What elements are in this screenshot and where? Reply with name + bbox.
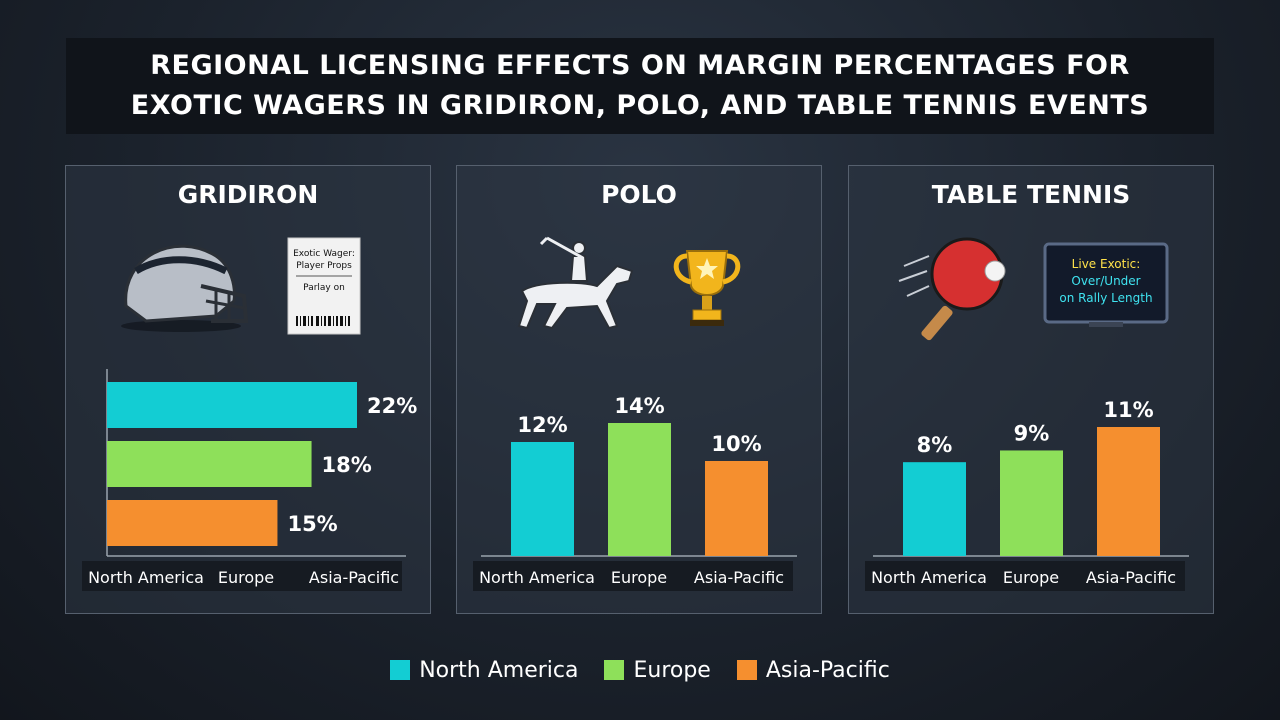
polo-icons (517, 236, 741, 330)
category-strip (865, 561, 1185, 591)
legend-swatch-asia-pacific (736, 660, 757, 680)
title-banner: REGIONAL LICENSING EFFECTS ON MARGIN PER… (66, 38, 1214, 134)
legend-item-europe: Europe (604, 657, 711, 683)
football-helmet-icon (121, 244, 249, 332)
title-line-1: REGIONAL LICENSING EFFECTS ON MARGIN PER… (150, 50, 1130, 81)
data-label-north-america: 22% (367, 394, 417, 418)
data-label-asia-pacific: 10% (711, 432, 761, 456)
data-label-europe: 14% (614, 394, 664, 418)
category-label-asia-pacific: Asia-Pacific (694, 568, 784, 587)
legend: North America Europe Asia-Pacific (0, 656, 1280, 684)
tv-line-3: on Rally Length (1059, 291, 1152, 305)
category-label-europe: Europe (218, 568, 274, 587)
category-label-north-america: North America (479, 568, 595, 587)
bar-north-america (903, 462, 966, 556)
data-label-north-america: 12% (517, 413, 567, 437)
bar-europe (608, 423, 671, 556)
gridiron-icons: Exotic Wager: Player Props Parlay on (121, 237, 361, 335)
bar-asia-pacific (1097, 427, 1160, 556)
category-strip (82, 561, 402, 591)
chart-title: REGIONAL LICENSING EFFECTS ON MARGIN PER… (131, 46, 1149, 126)
data-label-europe: 18% (322, 453, 372, 477)
category-label-europe: Europe (1003, 568, 1059, 587)
panel-table-tennis: TABLE TENNIS Live Exotic: Over/Under on … (848, 165, 1214, 614)
panel-gridiron: GRIDIRON Exotic Wager: Player Props Parl… (65, 165, 431, 614)
legend-swatch-europe (604, 660, 625, 680)
table-tennis-icons: Live Exotic: Over/Under on Rally Length (898, 237, 1169, 341)
legend-label-europe: Europe (633, 657, 711, 683)
panel-title-polo: POLO (601, 180, 677, 209)
data-label-europe: 9% (1014, 421, 1050, 445)
ticket-line-2: Player Props (296, 261, 352, 271)
tv-line-2: Over/Under (1071, 274, 1140, 288)
panel-title-table-tennis: TABLE TENNIS (931, 180, 1131, 209)
bar-europe (1000, 450, 1063, 556)
tv-screen-icon: Live Exotic: Over/Under on Rally Length (1043, 242, 1169, 327)
title-line-2: EXOTIC WAGERS IN GRIDIRON, POLO, AND TAB… (130, 90, 1150, 121)
panel-title-gridiron: GRIDIRON (177, 180, 319, 209)
bar-north-america (511, 442, 574, 556)
category-label-asia-pacific: Asia-Pacific (309, 568, 399, 587)
category-strip (473, 561, 793, 591)
data-label-asia-pacific: 11% (1103, 398, 1153, 422)
trophy-icon (673, 250, 741, 326)
data-label-asia-pacific: 15% (287, 512, 337, 536)
panel-polo: POLO 12% 14% 10% North America Europe Asia-Pa… (456, 165, 822, 614)
bar-north-america (107, 382, 357, 428)
ping-pong-paddle-icon (898, 237, 1006, 341)
bar-europe (107, 441, 312, 487)
legend-swatch-north-america (390, 660, 411, 680)
barcode (296, 316, 350, 326)
bar-asia-pacific (107, 500, 278, 546)
chart-gridiron: 22% 18% 15% North America Europe Asia-Pacific (82, 369, 417, 591)
category-label-north-america: North America (871, 568, 987, 587)
ticket-line-1: Exotic Wager: (293, 249, 355, 259)
polo-player-icon (517, 236, 634, 330)
legend-label-asia-pacific: Asia-Pacific (765, 657, 890, 683)
bar-asia-pacific (705, 461, 768, 556)
ticket-line-3: Parlay on (303, 283, 345, 293)
legend-label-north-america: North America (419, 657, 579, 683)
data-label-north-america: 8% (917, 433, 953, 457)
tv-line-1: Live Exotic: (1072, 257, 1141, 271)
legend-item-asia-pacific: Asia-Pacific (736, 657, 890, 683)
category-label-north-america: North America (88, 568, 204, 587)
chart-polo: 12% 14% 10% North America Europe Asia-Pacific (473, 394, 797, 591)
category-label-europe: Europe (611, 568, 667, 587)
category-label-asia-pacific: Asia-Pacific (1086, 568, 1176, 587)
legend-item-north-america: North America (390, 658, 578, 683)
wager-ticket-icon: Exotic Wager: Player Props Parlay on (287, 237, 361, 335)
chart-table-tennis: 8% 9% 11% North America Europe Asia-Pacific (865, 398, 1189, 591)
